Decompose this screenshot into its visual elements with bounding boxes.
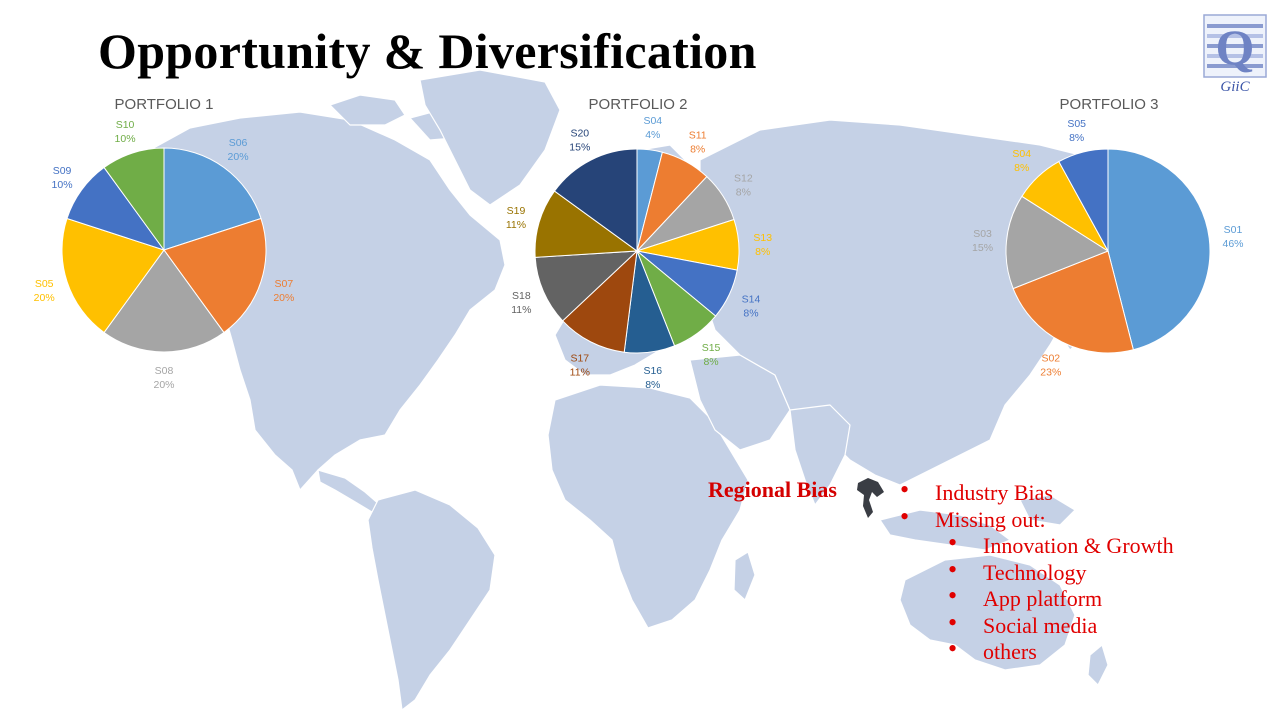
sub-bullet-app-platform: App platform: [948, 583, 1174, 613]
slide-title: Opportunity & Diversification: [98, 23, 757, 79]
regional-bias-label: Regional Bias: [708, 477, 837, 502]
q-logo-icon: Q GiiC: [1203, 14, 1267, 94]
chart-2-title: PORTFOLIO 2: [588, 96, 688, 113]
sub-bullet-technology: Technology: [948, 557, 1174, 587]
thailand-highlight: [857, 478, 884, 518]
bullet-industry-bias: Industry Bias: [900, 477, 1174, 507]
missing-out-sublist: Innovation & Growth Technology App platf…: [935, 530, 1174, 666]
bullet-missing-out: Missing out: Innovation & Growth Technol…: [900, 504, 1174, 666]
sub-bullet-innovation: Innovation & Growth: [948, 530, 1174, 560]
greenland-shape: [419, 69, 561, 206]
south-america-shape: [367, 489, 496, 711]
svg-text:Q: Q: [1216, 19, 1255, 75]
sub-bullet-social-media: Social media: [948, 610, 1174, 640]
chart-3-title: PORTFOLIO 3: [1059, 96, 1159, 113]
svg-text:GiiC: GiiC: [1220, 79, 1250, 94]
africa-shape: [547, 384, 749, 629]
north-america-shape: [119, 111, 506, 491]
chart-1-title: PORTFOLIO 1: [114, 96, 214, 113]
bias-bullet-list: Industry Bias Missing out: Innovation & …: [900, 477, 1174, 666]
sub-bullet-others: others: [948, 636, 1174, 666]
